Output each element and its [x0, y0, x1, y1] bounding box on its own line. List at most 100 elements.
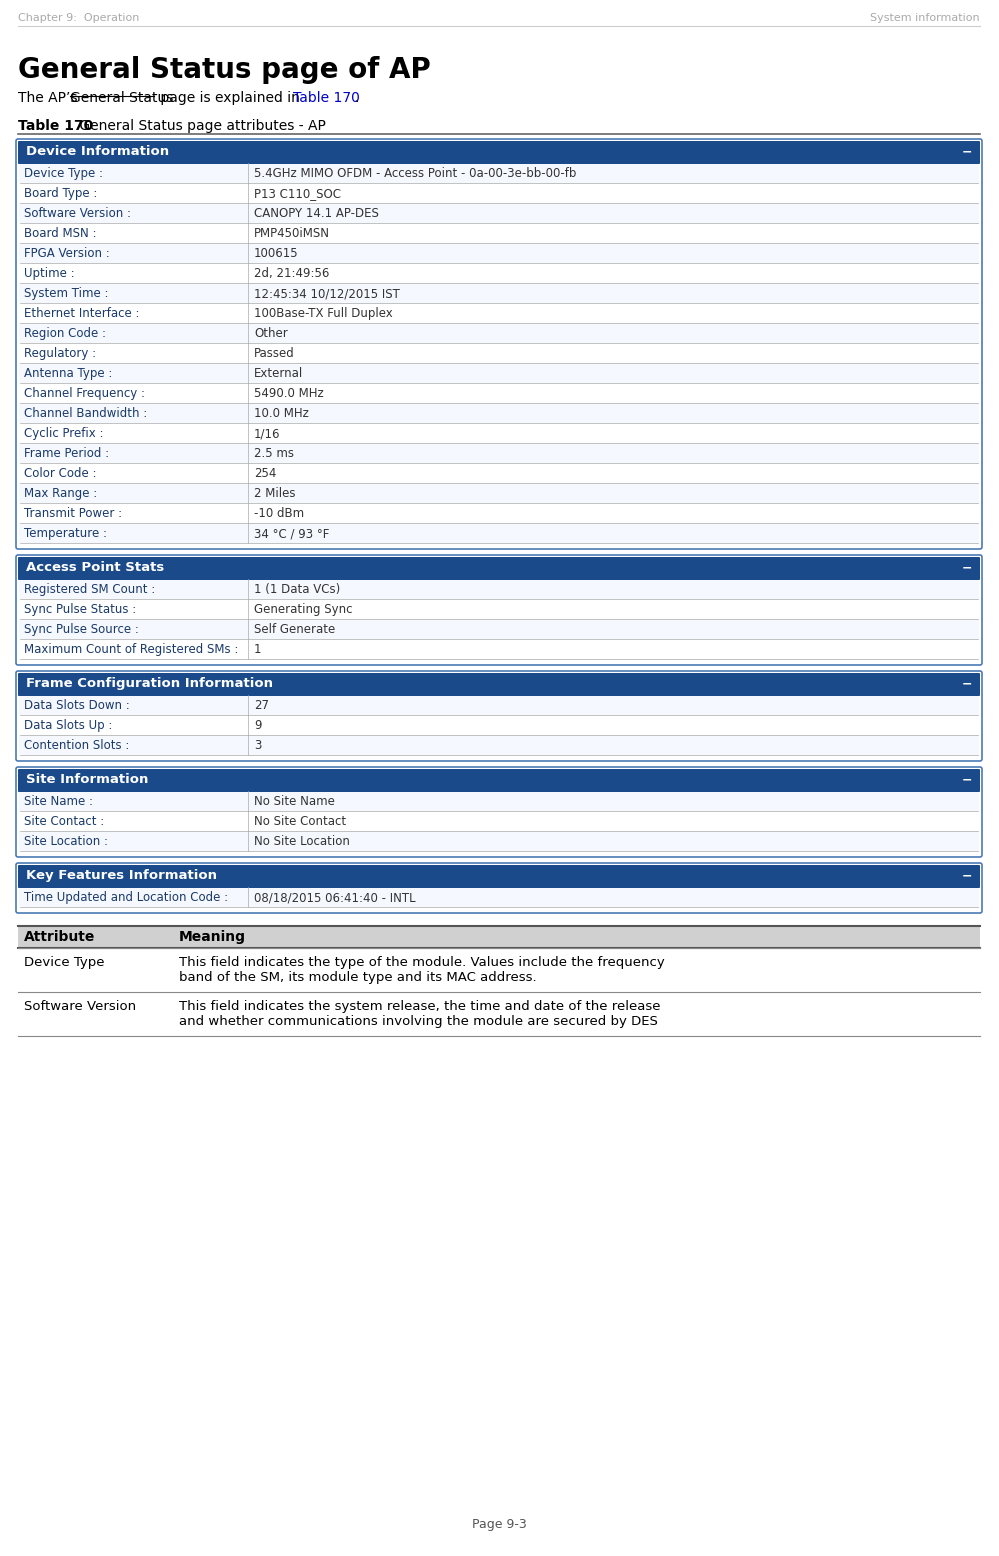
Text: Regulatory :: Regulatory : — [24, 347, 96, 359]
Text: Temperature :: Temperature : — [24, 527, 107, 540]
Text: Attribute: Attribute — [24, 930, 95, 944]
Bar — [19, 443, 979, 464]
Bar — [19, 283, 979, 303]
Text: 100Base-TX Full Duplex: 100Base-TX Full Duplex — [254, 307, 393, 321]
Text: Sync Pulse Source :: Sync Pulse Source : — [24, 622, 139, 636]
Text: 10.0 MHz: 10.0 MHz — [254, 408, 309, 420]
Bar — [19, 363, 979, 383]
Text: Key Features Information: Key Features Information — [26, 868, 217, 882]
Text: Site Contact :: Site Contact : — [24, 815, 104, 828]
Text: This field indicates the system release, the time and date of the release: This field indicates the system release,… — [179, 1001, 660, 1013]
Text: Site Name :: Site Name : — [24, 795, 93, 808]
Bar — [19, 423, 979, 443]
Bar — [19, 464, 979, 482]
Bar — [19, 734, 979, 755]
Bar — [19, 482, 979, 503]
Text: 2d, 21:49:56: 2d, 21:49:56 — [254, 268, 330, 280]
Bar — [19, 887, 979, 907]
Text: Access Point Stats: Access Point Stats — [26, 562, 164, 574]
Text: Page 9-3: Page 9-3 — [472, 1519, 526, 1531]
Bar — [19, 831, 979, 851]
Text: Maximum Count of Registered SMs :: Maximum Count of Registered SMs : — [24, 643, 239, 657]
FancyBboxPatch shape — [16, 671, 982, 761]
Text: Data Slots Up :: Data Slots Up : — [24, 719, 112, 731]
Text: −: − — [962, 868, 972, 882]
Text: Ethernet Interface :: Ethernet Interface : — [24, 307, 140, 321]
Text: −: − — [962, 677, 972, 689]
Text: Site Location :: Site Location : — [24, 836, 108, 848]
Text: Chapter 9:  Operation: Chapter 9: Operation — [18, 12, 140, 23]
FancyBboxPatch shape — [16, 767, 982, 857]
Bar — [19, 342, 979, 363]
Bar — [19, 716, 979, 734]
Text: 254: 254 — [254, 467, 277, 479]
Text: 1 (1 Data VCs): 1 (1 Data VCs) — [254, 584, 341, 596]
Text: Contention Slots :: Contention Slots : — [24, 739, 130, 752]
Bar — [19, 811, 979, 831]
Text: PMP450iMSN: PMP450iMSN — [254, 227, 330, 240]
Text: Time Updated and Location Code :: Time Updated and Location Code : — [24, 892, 228, 904]
Text: Data Slots Down :: Data Slots Down : — [24, 699, 130, 713]
Bar — [19, 579, 979, 599]
Text: Channel Frequency :: Channel Frequency : — [24, 387, 145, 400]
Text: System information: System information — [870, 12, 980, 23]
Text: 2 Miles: 2 Miles — [254, 487, 296, 499]
Text: Site Information: Site Information — [26, 773, 149, 786]
Text: Table 170: Table 170 — [293, 90, 360, 104]
Bar — [19, 223, 979, 243]
FancyBboxPatch shape — [18, 769, 980, 792]
Text: System Time :: System Time : — [24, 286, 109, 300]
Text: Channel Bandwidth :: Channel Bandwidth : — [24, 408, 147, 420]
FancyBboxPatch shape — [18, 557, 980, 580]
Text: 9: 9 — [254, 719, 262, 731]
Text: Device Type :: Device Type : — [24, 166, 103, 180]
Text: Software Version: Software Version — [24, 1001, 136, 1013]
Text: 34 °C / 93 °F: 34 °C / 93 °F — [254, 527, 330, 540]
Text: 5490.0 MHz: 5490.0 MHz — [254, 387, 324, 400]
Text: Generating Sync: Generating Sync — [254, 604, 353, 616]
Text: Other: Other — [254, 327, 288, 341]
Text: Registered SM Count :: Registered SM Count : — [24, 584, 155, 596]
Text: −: − — [962, 145, 972, 159]
Text: Board MSN :: Board MSN : — [24, 227, 97, 240]
Text: Frame Configuration Information: Frame Configuration Information — [26, 677, 273, 689]
Text: Meaning: Meaning — [179, 930, 246, 944]
FancyBboxPatch shape — [18, 674, 980, 696]
Bar — [19, 202, 979, 223]
Text: Board Type :: Board Type : — [24, 187, 97, 201]
Text: 3: 3 — [254, 739, 262, 752]
FancyBboxPatch shape — [18, 142, 980, 163]
Text: Software Version :: Software Version : — [24, 207, 131, 219]
Bar — [18, 926, 980, 948]
Text: Color Code :: Color Code : — [24, 467, 97, 479]
Text: page is explained in: page is explained in — [156, 90, 305, 104]
Bar — [19, 619, 979, 640]
Text: .: . — [355, 90, 360, 104]
Text: Max Range :: Max Range : — [24, 487, 97, 499]
Bar — [19, 523, 979, 543]
Text: 2.5 ms: 2.5 ms — [254, 447, 294, 461]
Bar — [19, 403, 979, 423]
Text: Table 170: Table 170 — [18, 118, 93, 132]
Text: Uptime :: Uptime : — [24, 268, 75, 280]
Bar — [19, 184, 979, 202]
Text: Cyclic Prefix :: Cyclic Prefix : — [24, 426, 104, 440]
Text: This field indicates the type of the module. Values include the frequency: This field indicates the type of the mod… — [179, 955, 664, 969]
Text: 5.4GHz MIMO OFDM - Access Point - 0a-00-3e-bb-00-fb: 5.4GHz MIMO OFDM - Access Point - 0a-00-… — [254, 166, 576, 180]
Text: External: External — [254, 367, 304, 380]
Bar — [19, 383, 979, 403]
FancyBboxPatch shape — [16, 555, 982, 664]
Text: General Status: General Status — [70, 90, 174, 104]
Text: CANOPY 14.1 AP-DES: CANOPY 14.1 AP-DES — [254, 207, 379, 219]
Bar — [19, 243, 979, 263]
Text: General Status page attributes - AP: General Status page attributes - AP — [75, 118, 326, 132]
Text: 100615: 100615 — [254, 247, 299, 260]
Text: and whether communications involving the module are secured by DES: and whether communications involving the… — [179, 1015, 658, 1029]
Text: Passed: Passed — [254, 347, 295, 359]
Text: Sync Pulse Status :: Sync Pulse Status : — [24, 604, 136, 616]
Text: No Site Name: No Site Name — [254, 795, 335, 808]
Text: 08/18/2015 06:41:40 - INTL: 08/18/2015 06:41:40 - INTL — [254, 892, 416, 904]
Text: −: − — [962, 773, 972, 786]
FancyBboxPatch shape — [16, 138, 982, 549]
FancyBboxPatch shape — [16, 864, 982, 913]
